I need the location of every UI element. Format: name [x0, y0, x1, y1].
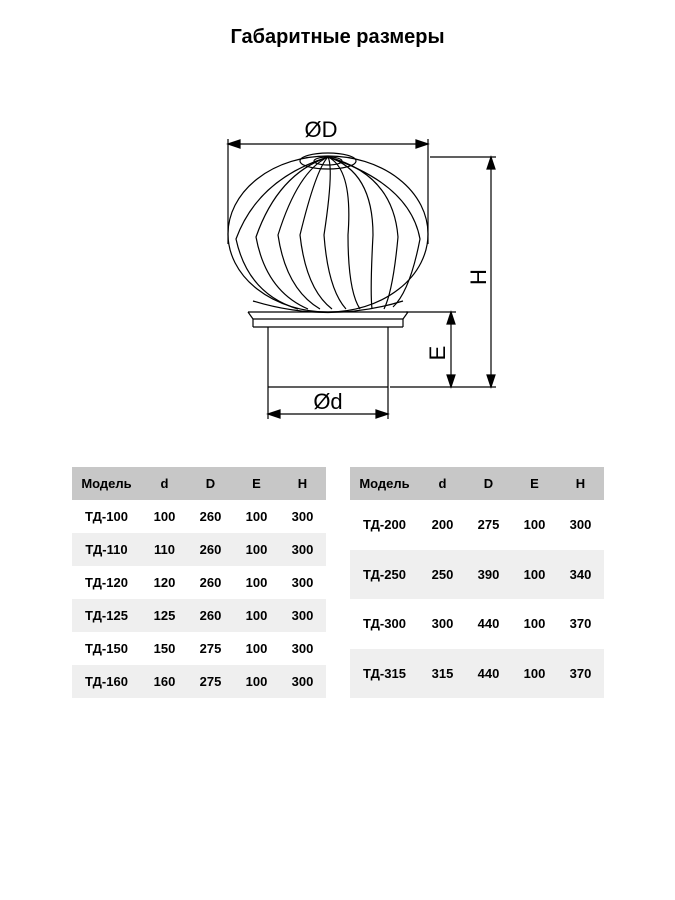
table-cell: 200 [420, 500, 466, 550]
dim-label-E: Е [425, 346, 450, 361]
dim-label-d: Ød [313, 389, 342, 414]
diagram-container: ØD [0, 69, 675, 439]
table-cell: 100 [142, 500, 188, 533]
table-cell: 300 [280, 599, 326, 632]
col-header-D: D [466, 467, 512, 500]
table-row: ТД-200200275100300 [350, 500, 604, 550]
table-cell: 250 [420, 550, 466, 600]
table-cell: 440 [466, 649, 512, 699]
col-header-d: d [142, 467, 188, 500]
table-cell: 120 [142, 566, 188, 599]
table-cell: 125 [142, 599, 188, 632]
table-cell: 100 [234, 566, 280, 599]
table-cell: 370 [558, 649, 604, 699]
col-header-model: Модель [72, 467, 142, 500]
table-row: ТД-120120260100300 [72, 566, 326, 599]
table-row: ТД-100100260100300 [72, 500, 326, 533]
table-cell: 260 [188, 500, 234, 533]
table-row: ТД-110110260100300 [72, 533, 326, 566]
table-cell: 100 [512, 599, 558, 649]
table-cell: 300 [420, 599, 466, 649]
table-cell: 100 [234, 500, 280, 533]
table-cell: 300 [280, 665, 326, 698]
table-cell: ТД-160 [72, 665, 142, 698]
table-cell: 370 [558, 599, 604, 649]
table-cell: 340 [558, 550, 604, 600]
table-cell: 390 [466, 550, 512, 600]
table-cell: 300 [280, 533, 326, 566]
table-row: ТД-300300440100370 [350, 599, 604, 649]
table-cell: ТД-100 [72, 500, 142, 533]
dim-label-H: Н [466, 269, 491, 285]
table-header-row: Модель d D E H [72, 467, 326, 500]
table-row: ТД-315315440100370 [350, 649, 604, 699]
turbine-dimension-diagram: ØD [148, 69, 528, 439]
tables-container: Модель d D E H ТД-100100260100300ТД-1101… [0, 467, 675, 698]
table-cell: ТД-110 [72, 533, 142, 566]
table-cell: 150 [142, 632, 188, 665]
table-cell: 110 [142, 533, 188, 566]
table-cell: 275 [188, 632, 234, 665]
table-cell: 100 [234, 533, 280, 566]
table-cell: 300 [558, 500, 604, 550]
col-header-H: H [280, 467, 326, 500]
table-row: ТД-125125260100300 [72, 599, 326, 632]
table-cell: 275 [466, 500, 512, 550]
table-cell: ТД-250 [350, 550, 420, 600]
table-cell: 100 [234, 632, 280, 665]
table-cell: 100 [512, 500, 558, 550]
table-cell: 275 [188, 665, 234, 698]
table-cell: ТД-125 [72, 599, 142, 632]
table-cell: 160 [142, 665, 188, 698]
table-row: ТД-160160275100300 [72, 665, 326, 698]
col-header-E: E [234, 467, 280, 500]
table-row: ТД-250250390100340 [350, 550, 604, 600]
col-header-model: Модель [350, 467, 420, 500]
table-cell: 300 [280, 632, 326, 665]
table-row: ТД-150150275100300 [72, 632, 326, 665]
col-header-E: E [512, 467, 558, 500]
dimensions-table-left: Модель d D E H ТД-100100260100300ТД-1101… [72, 467, 326, 698]
dimensions-table-right: Модель d D E H ТД-200200275100300ТД-2502… [350, 467, 604, 698]
col-header-d: d [420, 467, 466, 500]
table-cell: 300 [280, 566, 326, 599]
table-cell: 100 [234, 665, 280, 698]
table-cell: 440 [466, 599, 512, 649]
table-cell: ТД-200 [350, 500, 420, 550]
dim-label-D: ØD [304, 117, 337, 142]
table-cell: 260 [188, 599, 234, 632]
table-cell: 100 [512, 649, 558, 699]
table-cell: 260 [188, 566, 234, 599]
table-cell: 315 [420, 649, 466, 699]
table-header-row: Модель d D E H [350, 467, 604, 500]
page-title: Габаритные размеры [0, 0, 675, 59]
table-cell: ТД-315 [350, 649, 420, 699]
table-cell: ТД-150 [72, 632, 142, 665]
table-cell: 100 [512, 550, 558, 600]
table-cell: 300 [280, 500, 326, 533]
table-cell: ТД-120 [72, 566, 142, 599]
table-cell: 260 [188, 533, 234, 566]
table-cell: 100 [234, 599, 280, 632]
col-header-H: H [558, 467, 604, 500]
col-header-D: D [188, 467, 234, 500]
table-cell: ТД-300 [350, 599, 420, 649]
